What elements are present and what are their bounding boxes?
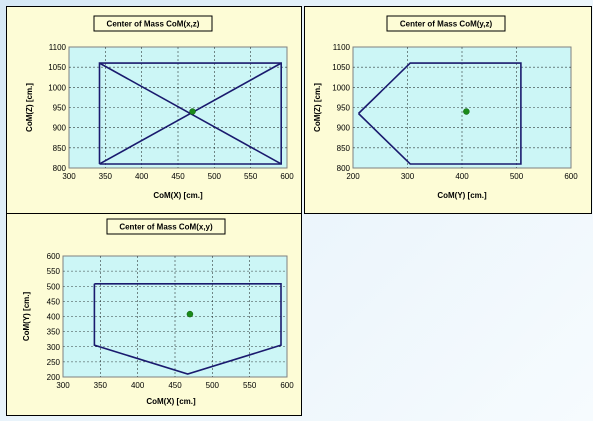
y-tick-label: 550 [47,267,61,276]
y-tick-labels: 800 850 900 950 1000 1050 1100 [48,43,66,173]
y-tick-label: 300 [47,343,61,352]
y-tick-label: 350 [47,328,61,337]
y-tick-label: 800 [53,164,67,173]
y-tick-label: 900 [337,124,351,133]
y-tick-label: 950 [53,104,67,113]
x-tick-label: 500 [206,381,220,390]
x-tick-label: 300 [401,172,415,181]
y-tick-label: 950 [337,104,351,113]
chart-title-box: Center of Mass CoM(y,z) [386,15,506,32]
x-tick-label: 550 [244,172,258,181]
x-tick-label: 300 [62,172,76,181]
chart-title-box: Center of Mass CoM(x,z) [93,15,213,32]
y-tick-label: 600 [47,252,61,261]
x-tick-label: 600 [280,381,294,390]
x-tick-label: 500 [510,172,524,181]
x-tick-label: 550 [243,381,257,390]
y-tick-label: 400 [47,313,61,322]
y-tick-label: 800 [337,164,351,173]
chart-panel-xz: Center of Mass CoM(x,z) 300 350 400 450 500 5… [6,6,302,214]
y-tick-label: 500 [47,282,61,291]
x-tick-label: 350 [94,381,108,390]
y-tick-label: 1050 [332,63,350,72]
x-tick-labels: 200 300 400 500 600 [346,172,578,181]
y-tick-label: 1000 [332,83,350,92]
x-tick-labels: 300 350 400 450 500 550 600 [56,381,294,390]
y-tick-label: 1100 [49,43,67,52]
com-point [189,108,196,115]
x-tick-label: 200 [346,172,360,181]
y-tick-label: 250 [47,358,61,367]
chart-panel-xy: Center of Mass CoM(x,y) 300 350 400 450 500 5… [6,213,302,416]
chart-panel-yz: Center of Mass CoM(y,z) 200 300 400 500 600 … [304,6,592,214]
x-axis-label: CoM(X) [cm.] [146,397,196,406]
x-tick-label: 450 [168,381,182,390]
y-tick-labels: 800 850 900 950 1000 1050 1100 [332,43,350,173]
com-point [186,310,194,318]
y-axis-label: CoM(Z) [cm.] [25,83,34,132]
x-axis-label: CoM(Y) [cm.] [437,191,487,200]
y-tick-label: 450 [47,297,61,306]
y-axis-label: CoM(Z) [cm.] [313,83,322,132]
x-axis-label: CoM(X) [cm.] [153,191,203,200]
y-tick-label: 1050 [48,63,66,72]
x-tick-label: 350 [99,172,113,181]
outline-series [357,62,522,165]
x-tick-label: 400 [131,381,145,390]
x-tick-label: 400 [455,172,469,181]
x-tick-label: 450 [171,172,185,181]
chart-xy: Center of Mass CoM(x,y) 300 350 400 450 500 5… [22,218,294,406]
y-tick-label: 850 [337,144,351,153]
y-tick-label: 200 [47,373,61,382]
chart-xz: Center of Mass CoM(x,z) 300 350 400 450 500 5… [25,15,294,200]
chart-yz: Center of Mass CoM(y,z) 200 300 400 500 600 … [313,15,578,200]
com-point [463,108,470,115]
chart-title: Center of Mass CoM(x,z) [107,20,200,29]
y-axis-label: CoM(Y) [cm.] [22,292,31,342]
chart-title: Center of Mass CoM(y,z) [400,20,493,29]
chart-title-box: Center of Mass CoM(x,y) [106,218,226,235]
outline-series [98,62,282,165]
gridlines [63,256,287,377]
gridlines [353,47,571,168]
outline-series [93,283,282,375]
y-tick-label: 900 [53,124,67,133]
x-tick-labels: 300 350 400 450 500 550 600 [62,172,294,181]
y-tick-label: 850 [53,144,67,153]
x-tick-label: 600 [564,172,578,181]
x-tick-label: 400 [135,172,149,181]
y-tick-label: 1000 [48,83,66,92]
x-tick-label: 600 [280,172,294,181]
x-tick-label: 500 [208,172,222,181]
chart-title: Center of Mass CoM(x,y) [119,223,213,232]
y-tick-labels: 200 250 300 350 400 450 500 550 600 [47,252,61,382]
x-tick-label: 300 [56,381,70,390]
y-tick-label: 1100 [333,43,351,52]
